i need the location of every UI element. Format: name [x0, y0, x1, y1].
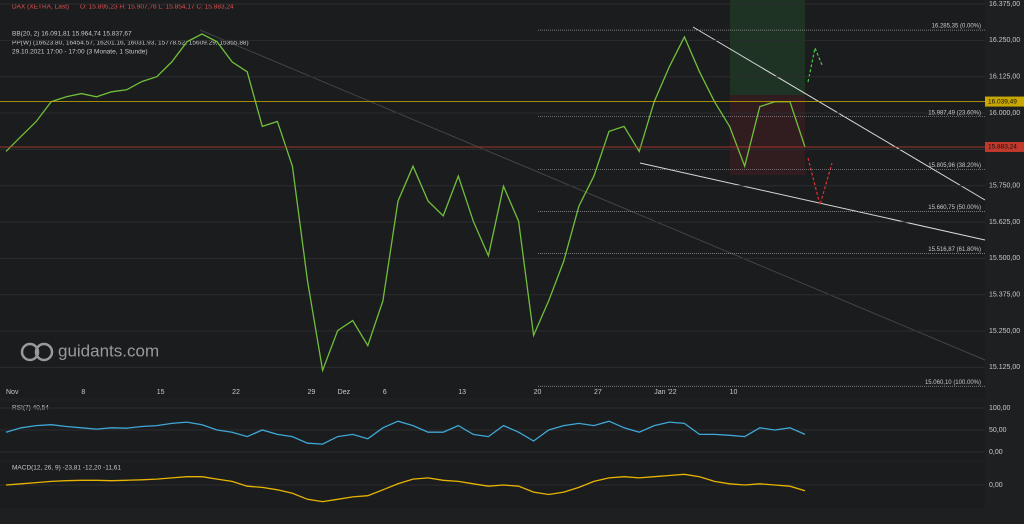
fib-label: 16.285,35 (0.00%) — [932, 24, 981, 30]
x-tick-label: 27 — [594, 389, 602, 396]
x-tick-label: 10 — [730, 389, 738, 396]
x-tick-label: Nov — [6, 389, 19, 396]
x-tick-label: 15 — [157, 389, 165, 396]
series-line — [5, 473, 806, 503]
info-line: BB(20, 2) 16.091,81 15.964,74 15.837,67 — [12, 31, 132, 38]
chart-title: DAX (XETRA, Last) — [12, 4, 69, 11]
price-tag: 15.883,24 — [988, 144, 1017, 151]
y-tick-label: 50,00 — [989, 427, 1007, 434]
x-tick-label: 6 — [383, 389, 387, 396]
y-tick-label: 0,00 — [989, 482, 1003, 489]
info-line: PP(W) (16623.80, 16454.57, 16201.16, 160… — [12, 40, 249, 47]
y-tick-label: 16.125,00 — [989, 74, 1020, 81]
y-tick-label: 15.750,00 — [989, 183, 1020, 190]
price-tag: 16.039,49 — [988, 98, 1017, 105]
y-tick-label: 16.375,00 — [989, 1, 1020, 8]
logo-icon — [34, 342, 54, 362]
panel-title: MACD(12, 26, 9) -23,81 -12,20 -11,61 — [12, 465, 121, 472]
trendline — [639, 162, 986, 241]
logo — [20, 342, 54, 362]
y-tick-label: 15.375,00 — [989, 292, 1020, 299]
arrow-up — [807, 45, 823, 83]
arrow-down — [807, 157, 833, 208]
price-panel — [0, 0, 985, 398]
ohlc: O: 15.895,23 H: 15.907,76 L: 15.854,17 C… — [80, 4, 234, 11]
x-tick-label: Jan '22 — [654, 389, 676, 396]
price-tag-box — [985, 96, 1024, 107]
y-tick-label: 16.250,00 — [989, 37, 1020, 44]
fib-label: 15.987,49 (23.60%) — [928, 110, 981, 116]
fib-label: 15.516,87 (61.80%) — [928, 247, 981, 253]
y-tick-label: 15.500,00 — [989, 255, 1020, 262]
series-line — [5, 420, 806, 445]
x-tick-label: 20 — [534, 389, 542, 396]
stop-zone — [730, 95, 805, 175]
logo-icon — [20, 342, 40, 362]
watermark: guidants.com — [58, 341, 159, 360]
y-tick-label: 15.625,00 — [989, 219, 1020, 226]
y-tick-label: 16.000,00 — [989, 110, 1020, 117]
fib-label: 15.660,75 (50.00%) — [928, 205, 981, 211]
x-tick-label: 8 — [81, 389, 85, 396]
x-tick-label: 13 — [458, 389, 466, 396]
fib-label: 15.805,96 (38.20%) — [928, 163, 981, 169]
trendline — [199, 29, 986, 361]
fib-label: 15.060,10 (100.00%) — [925, 380, 981, 386]
y-tick-label: 100,00 — [989, 405, 1011, 412]
series-line — [5, 33, 806, 373]
y-tick-label: 0,00 — [989, 449, 1003, 456]
target-zone — [730, 0, 805, 95]
x-tick-label: 22 — [232, 389, 240, 396]
y-tick-label: 15.250,00 — [989, 328, 1020, 335]
info-line: 29.10.2021 17:00 - 17:00 (3 Monate, 1 St… — [12, 49, 148, 56]
rsi-panel — [0, 402, 985, 460]
price-tag-box — [985, 141, 1024, 152]
x-tick-label: 29 — [308, 389, 316, 396]
x-tick-label: Dez — [338, 389, 351, 396]
y-tick-label: 15.125,00 — [989, 364, 1020, 371]
